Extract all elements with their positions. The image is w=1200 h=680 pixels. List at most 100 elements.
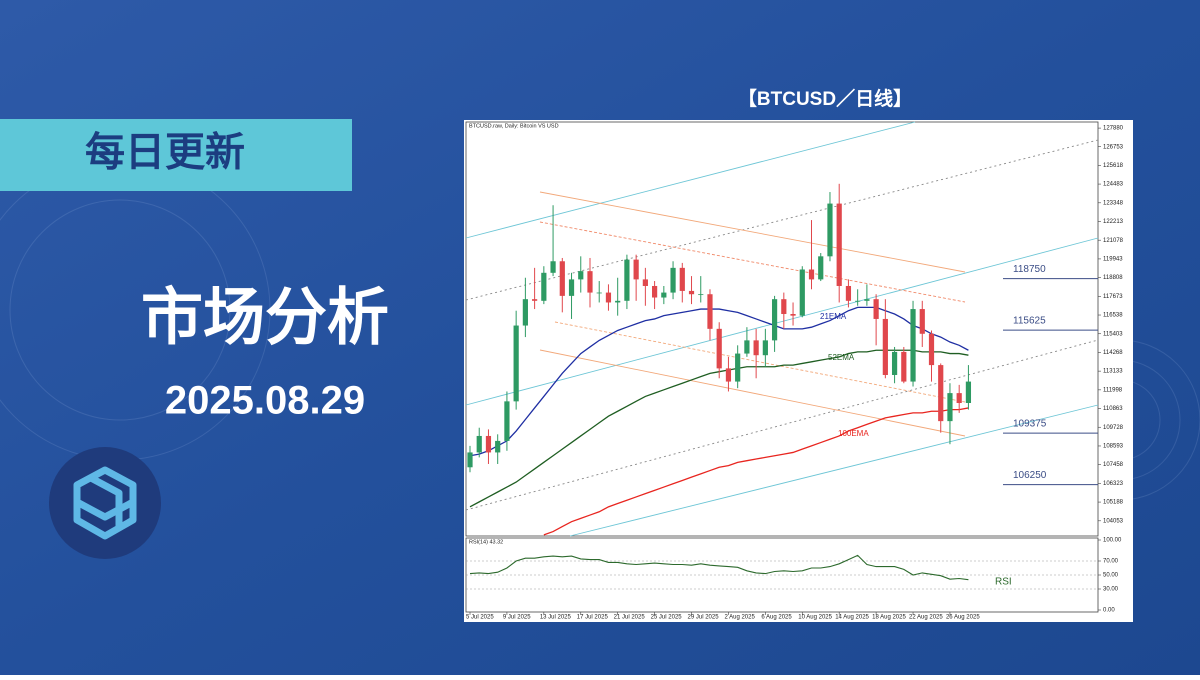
y-tick-label: 118808 [1103, 275, 1123, 281]
x-tick-label: 6 Aug 2025 [761, 615, 792, 621]
candle-body [568, 279, 575, 296]
x-tick-label: 21 Jul 2025 [614, 615, 646, 621]
candle-body [781, 299, 787, 315]
candle-body [688, 290, 695, 295]
candle-body [808, 269, 815, 280]
candle-body [541, 272, 547, 301]
y-tick-label: 114268 [1103, 350, 1123, 356]
y-tick-label: 126753 [1103, 144, 1124, 150]
candle-body [845, 285, 852, 301]
x-tick-label: 5 Jul 2025 [466, 615, 494, 621]
candle-body [947, 393, 953, 422]
candle-body [716, 328, 722, 369]
candle-body [467, 452, 473, 468]
y-tick-label: 117673 [1103, 294, 1123, 300]
candle-body [605, 292, 612, 303]
candle-body [504, 401, 510, 441]
rsi-label: RSI [995, 577, 1012, 588]
x-tick-label: 17 Jul 2025 [577, 615, 609, 621]
y-tick-label: 121078 [1103, 238, 1124, 244]
candle-body [642, 279, 648, 286]
y-tick-label: 107458 [1103, 462, 1124, 468]
y-tick-label: 70.00 [1103, 559, 1119, 565]
level-label: 106250 [1013, 470, 1047, 481]
candle-body [522, 299, 528, 326]
trend-channels [465, 121, 1099, 537]
x-tick-label: 18 Aug 2025 [872, 615, 906, 621]
candle-body [587, 271, 593, 293]
y-tick-label: 108593 [1103, 444, 1124, 450]
candle-body [476, 435, 482, 453]
y-tick-label: 104053 [1103, 518, 1124, 524]
y-tick-label: 0.00 [1103, 608, 1115, 614]
candle-body [818, 256, 824, 280]
ema-label: 52EMA [828, 353, 855, 362]
chart-caption: 【BTCUSD／日线】 [738, 87, 912, 110]
tag-box [0, 119, 352, 191]
candle-body [661, 292, 667, 298]
candle-body [670, 267, 676, 293]
candle-body [762, 340, 768, 356]
candle-body [679, 267, 685, 291]
candle-body [938, 365, 944, 422]
candle-body [910, 309, 916, 382]
x-tick-label: 10 Aug 2025 [798, 615, 832, 621]
candle-body [652, 285, 658, 298]
candle-body [956, 393, 962, 403]
candle-body [744, 340, 750, 354]
logo [49, 447, 161, 559]
ema-line [543, 407, 969, 536]
x-tick-label: 2 Aug 2025 [724, 615, 755, 621]
candle-body [615, 300, 621, 303]
candle-body [790, 314, 796, 316]
candle-body [485, 435, 492, 453]
y-tick-label: 119943 [1103, 256, 1123, 262]
main-plot-frame [465, 121, 1099, 537]
level-label: 109375 [1013, 419, 1047, 430]
y-tick-label: 109728 [1103, 425, 1124, 431]
title: 市场分析 [141, 283, 389, 352]
candle-body [891, 351, 898, 375]
candle-body [550, 261, 556, 273]
y-tick-label: 111998 [1103, 387, 1123, 393]
candle-body [855, 300, 861, 302]
candle-body [559, 261, 565, 296]
y-tick-label: 113133 [1103, 369, 1123, 375]
x-tick-label: 25 Jul 2025 [651, 615, 683, 621]
y-tick-label: 125618 [1103, 163, 1124, 169]
candle-body [495, 440, 501, 453]
level-label: 115625 [1013, 316, 1046, 327]
candle-body [596, 292, 602, 294]
y-tick-label: 110863 [1103, 406, 1123, 412]
candle-body [827, 203, 833, 257]
candle-body [799, 269, 805, 316]
candle-body [513, 325, 519, 402]
level-label: 118750 [1013, 264, 1046, 275]
candle-body [624, 259, 630, 301]
rsi-title: RSI(14) 43.32 [469, 539, 503, 545]
x-tick-label: 14 Aug 2025 [835, 615, 869, 621]
candle-body [698, 294, 704, 296]
tag: 每日更新 [85, 131, 245, 175]
x-tick-label: 29 Jul 2025 [688, 615, 720, 621]
x-tick-label: 22 Aug 2025 [909, 615, 943, 621]
y-tick-label: 123348 [1103, 200, 1124, 206]
y-tick-label: 105188 [1103, 500, 1124, 506]
rsi-line [469, 554, 969, 581]
candle-body [735, 353, 741, 382]
candle-body [578, 271, 584, 280]
y-tick-label: 115403 [1103, 331, 1123, 337]
ema-label: 100EMA [838, 429, 869, 438]
y-tick-label: 116538 [1103, 313, 1123, 319]
candle-body [836, 203, 842, 286]
candle-body [707, 294, 713, 329]
chart-title: BTCUSD.raw, Daily: Bitcoin VS USD [469, 123, 559, 129]
x-tick-label: 13 Jul 2025 [540, 615, 572, 621]
y-tick-label: 127880 [1103, 126, 1124, 132]
y-tick-label: 30.00 [1103, 587, 1119, 593]
x-tick-label: 9 Jul 2025 [503, 615, 531, 621]
candle-body [532, 299, 538, 301]
y-tick-label: 106323 [1103, 481, 1124, 487]
candle-body [882, 318, 888, 375]
